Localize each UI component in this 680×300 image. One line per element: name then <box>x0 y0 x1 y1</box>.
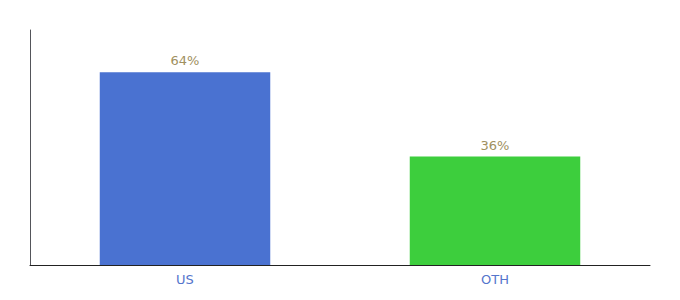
svg-text:US: US <box>176 272 194 287</box>
svg-text:36%: 36% <box>481 138 510 153</box>
svg-text:64%: 64% <box>171 53 200 68</box>
svg-text:OTH: OTH <box>481 272 509 287</box>
